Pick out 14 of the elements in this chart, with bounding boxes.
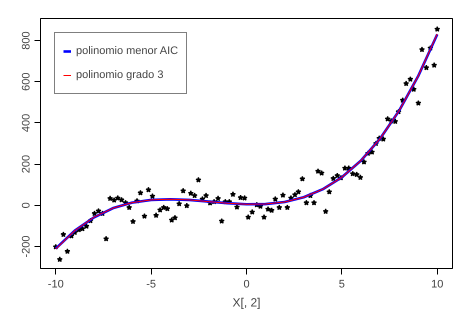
x-tick-label: -5	[146, 278, 156, 290]
x-axis-title: X[, 2]	[232, 296, 261, 310]
y-tick-label: 600	[20, 72, 32, 91]
legend-label: polinomio menor AIC	[76, 45, 178, 57]
y-tick-label: -200	[20, 235, 32, 258]
legend-label: polinomio grado 3	[76, 69, 164, 81]
x-tick-label: -10	[48, 278, 64, 290]
x-tick-label: 5	[338, 278, 345, 290]
y-tick-label: 200	[20, 154, 32, 174]
x-tick-label: 10	[431, 278, 444, 290]
y-tick-label: 800	[20, 31, 32, 50]
y-tick-label: 0	[20, 202, 32, 208]
x-tick-label: 0	[243, 278, 250, 290]
y-tick-label: 400	[20, 114, 32, 132]
